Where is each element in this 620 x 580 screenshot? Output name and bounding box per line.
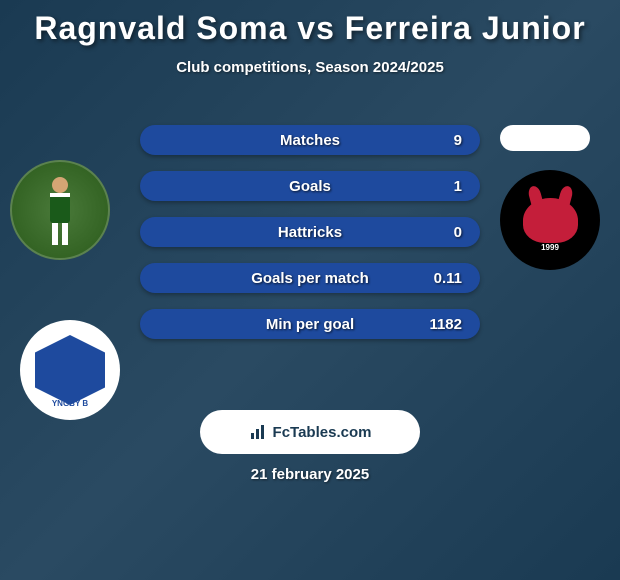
- player-left-photo: [10, 160, 110, 260]
- stat-row-matches: Matches 9: [140, 125, 480, 155]
- stat-value: 9: [454, 132, 462, 149]
- club-left-badge: YNGBY B: [20, 320, 120, 420]
- stat-row-goals: Goals 1: [140, 171, 480, 201]
- stat-row-min-per-goal: Min per goal 1182: [140, 309, 480, 339]
- stat-value: 0: [454, 224, 462, 241]
- subtitle: Club competitions, Season 2024/2025: [0, 59, 620, 76]
- player-silhouette-icon: [12, 162, 108, 258]
- stats-container: Matches 9 Goals 1 Hattricks 0 Goals per …: [140, 125, 480, 355]
- stat-row-goals-per-match: Goals per match 0.11: [140, 263, 480, 293]
- watermark-badge[interactable]: FcTables.com: [200, 410, 420, 454]
- club-right-badge: 1999: [500, 170, 600, 270]
- watermark-text: FcTables.com: [273, 424, 372, 441]
- stat-label: Hattricks: [278, 224, 342, 241]
- club-left-logo-icon: [35, 335, 105, 405]
- stat-label: Goals per match: [251, 270, 369, 287]
- chart-icon: [249, 423, 267, 441]
- stat-label: Min per goal: [266, 316, 354, 333]
- stat-label: Goals: [289, 178, 331, 195]
- player-right-placeholder: [500, 125, 590, 151]
- stat-value: 1182: [429, 316, 462, 333]
- stat-row-hattricks: Hattricks 0: [140, 217, 480, 247]
- club-right-logo-icon: [523, 198, 578, 243]
- club-right-year: 1999: [541, 243, 559, 252]
- page-title: Ragnvald Soma vs Ferreira Junior: [0, 0, 620, 47]
- stat-label: Matches: [280, 132, 340, 149]
- stat-value: 1: [454, 178, 462, 195]
- club-left-text: YNGBY B: [52, 399, 88, 408]
- date-text: 21 february 2025: [251, 466, 369, 483]
- stat-value: 0.11: [434, 270, 462, 287]
